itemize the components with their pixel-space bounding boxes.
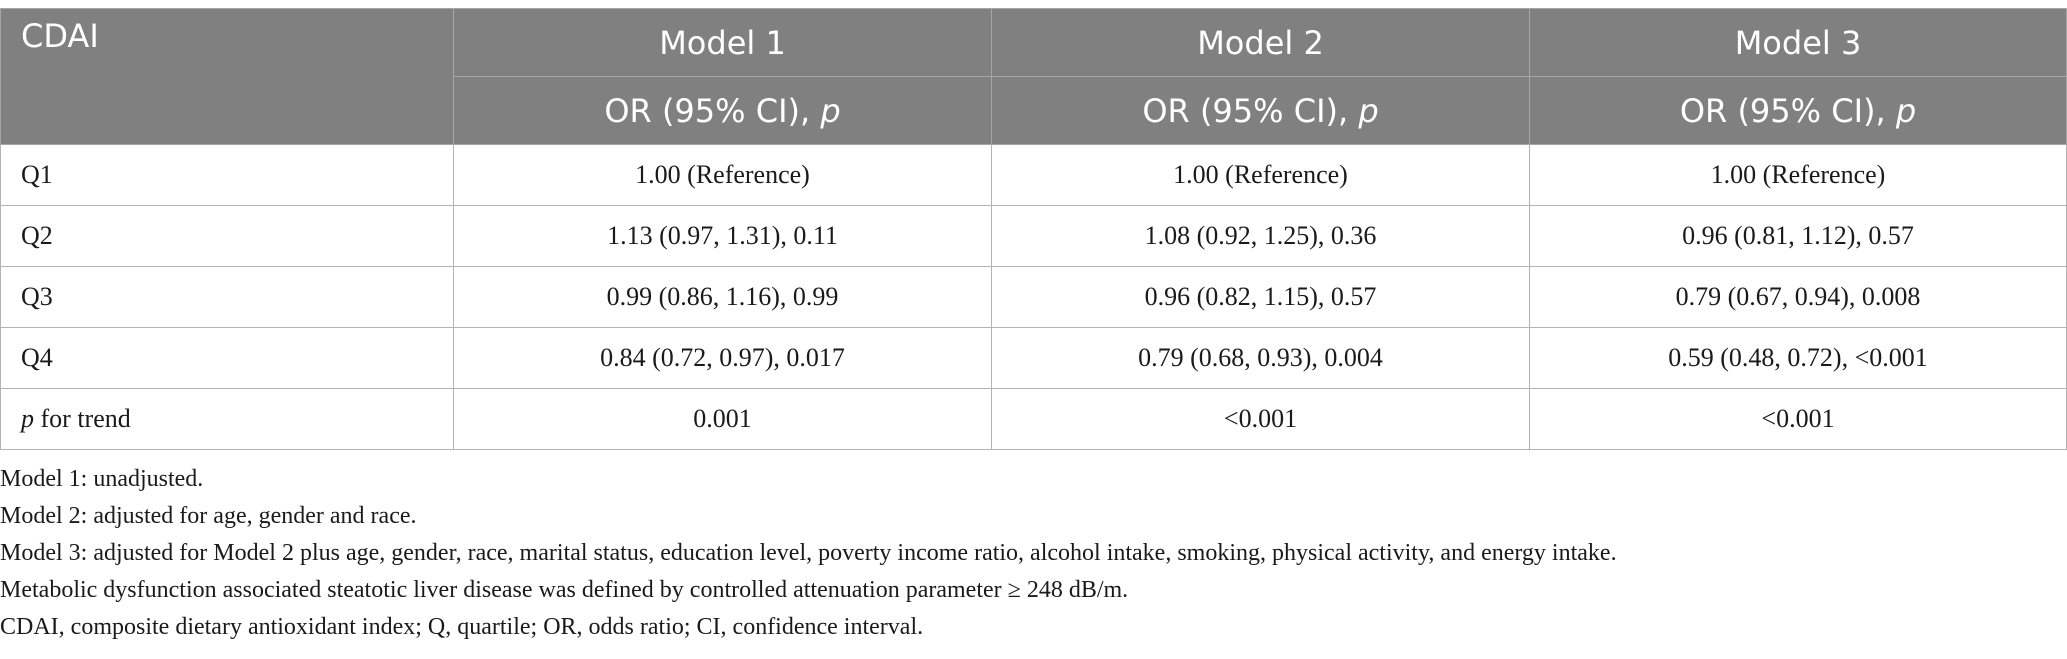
metric-text: OR (95% CI),	[1679, 91, 1896, 130]
footnote-definition: Metabolic dysfunction associated steatot…	[0, 577, 1129, 603]
footnote-model-2: Model 2: adjusted for age, gender and ra…	[0, 503, 417, 529]
row-label: Q1	[0, 144, 454, 206]
header-cdai: CDAI	[0, 8, 454, 145]
table-body: Q1 1.00 (Reference) 1.00 (Reference) 1.0…	[0, 144, 2067, 450]
table-row-q1: Q1 1.00 (Reference) 1.00 (Reference) 1.0…	[0, 144, 2067, 206]
footnote-model-1: Model 1: unadjusted.	[0, 466, 204, 492]
header-row-models: CDAI Model 1 Model 2 Model 3	[0, 8, 2067, 145]
cell-model-2: 1.08 (0.92, 1.25), 0.36	[991, 205, 1530, 267]
cell-model-2: 0.96 (0.82, 1.15), 0.57	[991, 266, 1530, 328]
table-row-q3: Q3 0.99 (0.86, 1.16), 0.99 0.96 (0.82, 1…	[0, 266, 2067, 328]
metric-text: OR (95% CI),	[604, 91, 821, 130]
cell-model-3: 0.96 (0.81, 1.12), 0.57	[1529, 205, 2067, 267]
cell-model-2: 0.79 (0.68, 0.93), 0.004	[991, 327, 1530, 389]
table-footnotes: Model 1: unadjusted. Model 2: adjusted f…	[0, 461, 2067, 646]
metric-text: OR (95% CI),	[1142, 91, 1359, 130]
results-table-container: CDAI Model 1 Model 2 Model 3 OR (95% CI)…	[0, 8, 2067, 450]
odds-ratio-table: CDAI Model 1 Model 2 Model 3 OR (95% CI)…	[0, 8, 2067, 450]
table-row-trend: p for trend 0.001 <0.001 <0.001	[0, 388, 2067, 450]
metric-p: p	[1895, 91, 1917, 130]
row-label: Q2	[0, 205, 454, 267]
table-row-q4: Q4 0.84 (0.72, 0.97), 0.017 0.79 (0.68, …	[0, 327, 2067, 389]
row-label: Q4	[0, 327, 454, 389]
header-model-2: Model 2	[991, 8, 1530, 77]
cell-model-3: 0.79 (0.67, 0.94), 0.008	[1529, 266, 2067, 328]
cell-model-1: 0.84 (0.72, 0.97), 0.017	[453, 327, 992, 389]
cell-model-3: <0.001	[1529, 388, 2067, 450]
cell-model-1: 1.13 (0.97, 1.31), 0.11	[453, 205, 992, 267]
table-row-q2: Q2 1.13 (0.97, 1.31), 0.11 1.08 (0.92, 1…	[0, 205, 2067, 267]
cell-model-1: 1.00 (Reference)	[453, 144, 992, 206]
footnote-abbreviations: CDAI, composite dietary antioxidant inde…	[0, 614, 924, 640]
cell-model-2: 1.00 (Reference)	[991, 144, 1530, 206]
header-model-3: Model 3	[1529, 8, 2067, 77]
cell-model-3: 0.59 (0.48, 0.72), <0.001	[1529, 327, 2067, 389]
cell-model-2: <0.001	[991, 388, 1530, 450]
metric-p: p	[1358, 91, 1379, 130]
header-metric-model-2: OR (95% CI), p	[991, 76, 1530, 145]
header-row-metric: OR (95% CI), p OR (95% CI), p OR (95% CI…	[1, 76, 2067, 145]
cell-model-3: 1.00 (Reference)	[1529, 144, 2067, 206]
header-model-1: Model 1	[453, 8, 992, 77]
row-label: Q3	[0, 266, 454, 328]
cell-model-1: 0.99 (0.86, 1.16), 0.99	[453, 266, 992, 328]
header-metric-model-1: OR (95% CI), p	[453, 76, 992, 145]
header-metric-model-3: OR (95% CI), p	[1529, 76, 2067, 145]
footnote-model-3: Model 3: adjusted for Model 2 plus age, …	[0, 540, 1617, 566]
metric-p: p	[820, 91, 841, 130]
row-label: p for trend	[0, 388, 454, 450]
table-header: CDAI Model 1 Model 2 Model 3 OR (95% CI)…	[0, 8, 2067, 145]
trend-label: for trend	[34, 404, 131, 433]
cell-model-1: 0.001	[453, 388, 992, 450]
trend-p: p	[21, 404, 34, 433]
